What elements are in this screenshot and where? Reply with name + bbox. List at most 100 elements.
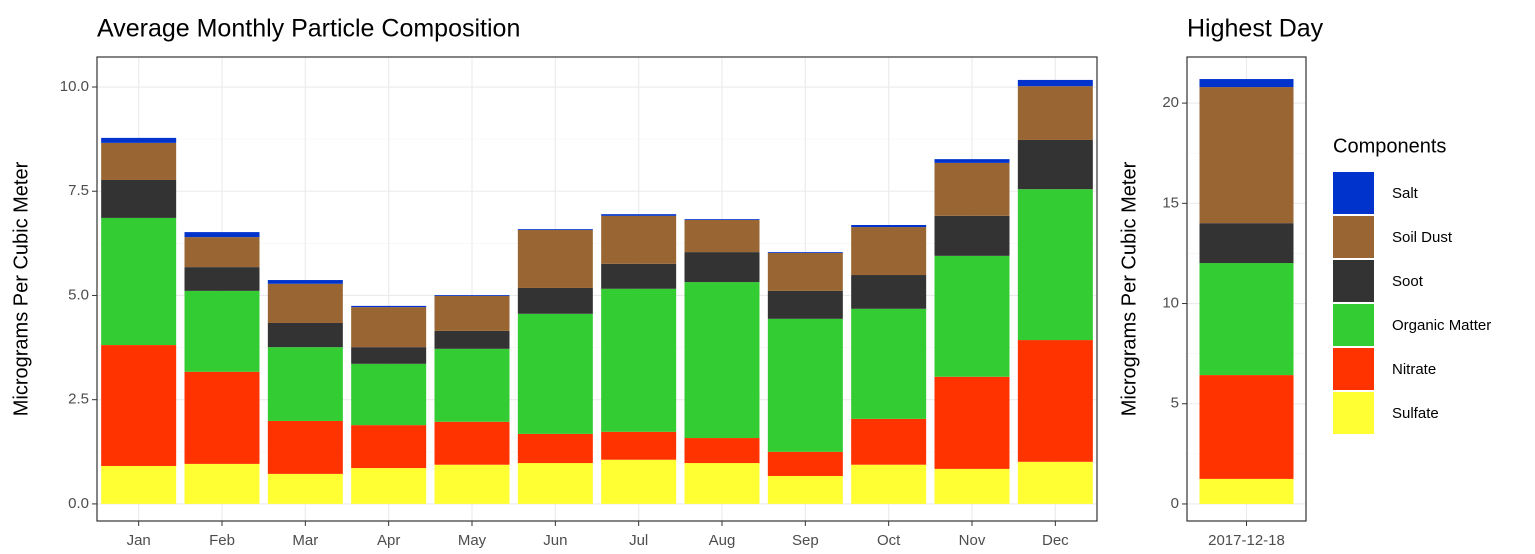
legend-label: Sulfate xyxy=(1392,405,1439,422)
x-tick-label: Jun xyxy=(543,532,567,549)
bar-segment xyxy=(351,307,427,348)
bar-segment xyxy=(101,465,177,504)
bar-segment xyxy=(1017,139,1093,190)
legend-label: Nitrate xyxy=(1392,361,1436,378)
legend-key xyxy=(1333,392,1374,434)
bar-segment xyxy=(934,468,1010,504)
bar-segment xyxy=(1017,340,1093,462)
x-tick-label: Jan xyxy=(127,532,151,549)
x-tick-label: Nov xyxy=(959,532,986,549)
bar-segment xyxy=(684,282,760,439)
bar-segment xyxy=(101,137,177,143)
bar-segment xyxy=(934,162,1010,216)
legend-label: Salt xyxy=(1392,185,1419,202)
bar-segment xyxy=(101,217,177,346)
bar-segment xyxy=(184,232,260,238)
legend-key xyxy=(1333,216,1374,258)
bar-segment xyxy=(851,308,927,419)
bar-segment xyxy=(767,318,843,452)
bar-segment xyxy=(184,371,260,464)
bar-segment xyxy=(601,263,677,289)
bar-segment xyxy=(684,219,760,221)
bar-segment xyxy=(434,295,510,296)
plot-border xyxy=(96,56,1098,522)
bar-segment xyxy=(934,215,1010,256)
legend-title: Components xyxy=(1333,135,1446,157)
chart-title: Highest Day xyxy=(1187,15,1324,43)
bar-segment xyxy=(267,283,343,323)
bar-segment xyxy=(267,280,343,284)
bar-segment xyxy=(101,179,177,218)
bar-segment xyxy=(351,363,427,426)
bar-segment xyxy=(601,288,677,432)
bar-segment xyxy=(684,463,760,504)
y-axis-title: Micrograms Per Cubic Meter xyxy=(1118,161,1140,416)
x-tick-label: Sep xyxy=(792,532,819,549)
bar-segment xyxy=(517,433,593,464)
y-tick-label: 0 xyxy=(1171,495,1179,512)
x-tick-label: Dec xyxy=(1042,532,1069,549)
y-tick-label: 0.0 xyxy=(68,495,89,512)
x-tick-label: Jul xyxy=(629,532,648,549)
bar-segment xyxy=(601,431,677,460)
bar-segment xyxy=(767,451,843,476)
bar-segment xyxy=(1017,189,1093,341)
bar-segment xyxy=(434,295,510,331)
bar-segment xyxy=(601,214,677,216)
bar-segment xyxy=(101,142,177,180)
bar-segment xyxy=(934,255,1010,377)
bar-segment xyxy=(434,330,510,349)
bar-segment xyxy=(434,421,510,465)
y-axis-title: Micrograms Per Cubic Meter xyxy=(10,161,32,416)
legend-label: Organic Matter xyxy=(1392,317,1491,334)
x-tick-label: May xyxy=(458,532,487,549)
plot-border xyxy=(1186,56,1307,522)
x-tick-label: Apr xyxy=(377,532,400,549)
legend-label: Soot xyxy=(1392,273,1424,290)
bar-segment xyxy=(517,287,593,314)
y-tick-label: 20 xyxy=(1162,94,1179,111)
bar-segment xyxy=(351,305,427,308)
bar-segment xyxy=(517,463,593,504)
bar-segment xyxy=(351,468,427,504)
bar-segment xyxy=(184,267,260,291)
bar-segment xyxy=(1017,86,1093,140)
bar-segment xyxy=(934,376,1010,469)
bar-segment xyxy=(934,159,1010,163)
bar-segment xyxy=(1017,79,1093,87)
x-tick-label: Oct xyxy=(877,532,901,549)
bar-segment xyxy=(267,473,343,504)
bar-segment xyxy=(601,459,677,504)
y-tick-label: 10 xyxy=(1162,295,1179,312)
y-tick-label: 5.0 xyxy=(68,286,89,303)
bar-segment xyxy=(101,345,177,466)
bar-segment xyxy=(1199,223,1294,264)
y-tick-label: 2.5 xyxy=(68,391,89,408)
y-tick-label: 5 xyxy=(1171,395,1179,412)
bar-segment xyxy=(267,347,343,421)
x-tick-label: Aug xyxy=(709,532,736,549)
chart-title: Average Monthly Particle Composition xyxy=(97,15,520,43)
x-tick-label: Feb xyxy=(209,532,235,549)
bar-segment xyxy=(517,313,593,434)
bar-segment xyxy=(1017,461,1093,504)
legend-label: Soil Dust xyxy=(1392,229,1453,246)
legend-key xyxy=(1333,348,1374,390)
bar-segment xyxy=(1199,87,1294,224)
bar-segment xyxy=(434,348,510,422)
bar-segment xyxy=(267,322,343,348)
bar-segment xyxy=(851,227,927,276)
bar-segment xyxy=(767,252,843,253)
bar-segment xyxy=(351,347,427,364)
legend-key xyxy=(1333,260,1374,302)
bar-segment xyxy=(851,418,927,465)
bar-segment xyxy=(1199,79,1294,88)
bar-segment xyxy=(767,475,843,504)
legend-key xyxy=(1333,172,1374,214)
y-tick-label: 10.0 xyxy=(60,78,89,95)
bar-segment xyxy=(601,215,677,264)
bar-segment xyxy=(1199,478,1294,504)
bar-segment xyxy=(184,237,260,268)
bar-segment xyxy=(767,252,843,291)
